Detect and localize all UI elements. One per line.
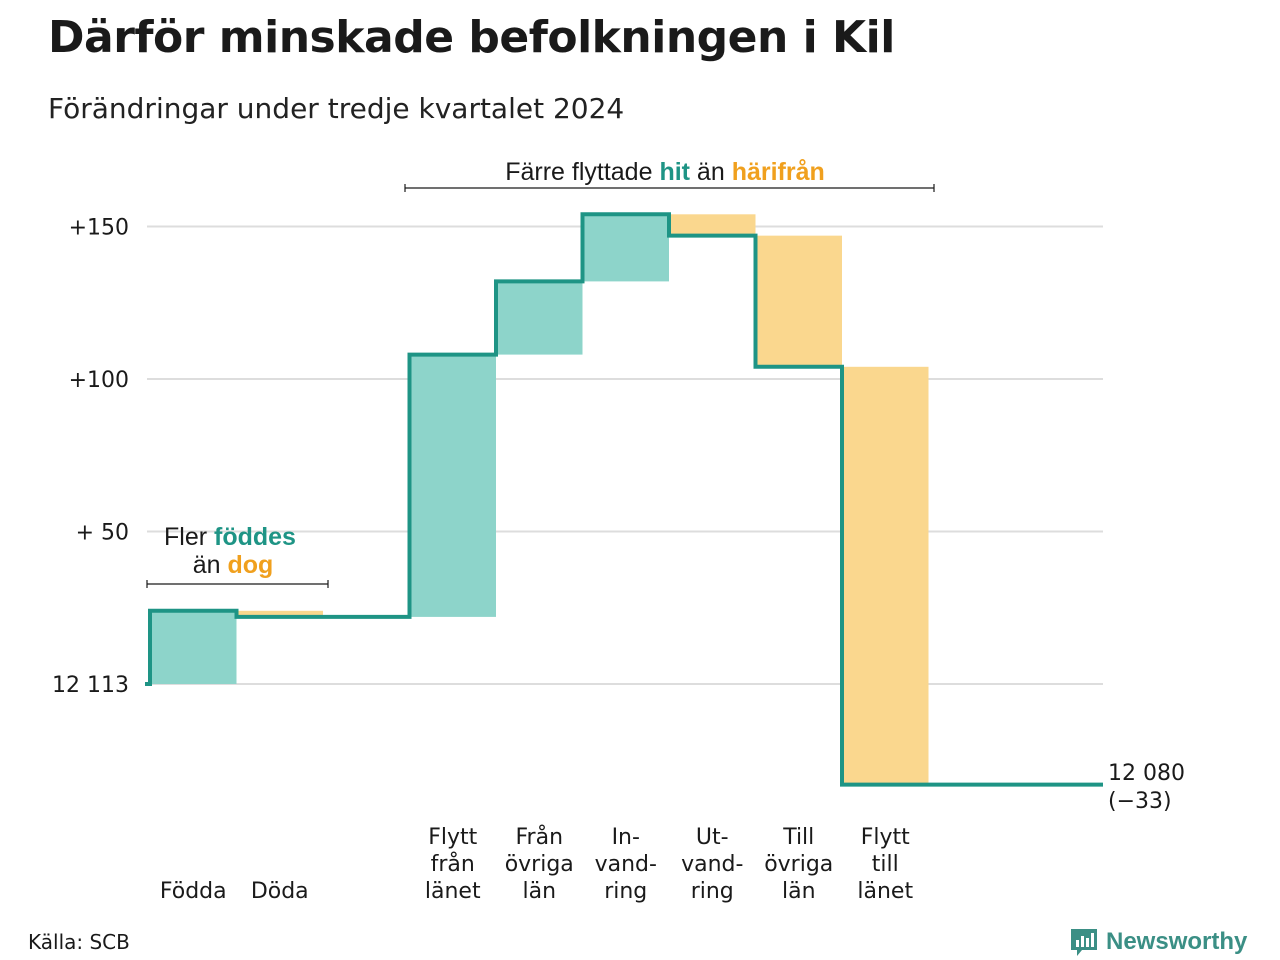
category-label: Ut- bbox=[696, 825, 729, 850]
category-label: länet bbox=[857, 879, 913, 904]
category-label: Flytt bbox=[428, 825, 477, 850]
cumulative-step-line bbox=[145, 212, 1103, 787]
category-label: länet bbox=[425, 879, 481, 904]
step-line bbox=[145, 212, 1103, 787]
waterfall-bar bbox=[236, 610, 323, 617]
waterfall-bar bbox=[409, 354, 496, 617]
waterfall-bar bbox=[496, 281, 583, 355]
category-label: vand- bbox=[595, 852, 657, 877]
waterfall-bar bbox=[755, 235, 842, 367]
y-tick-label: +100 bbox=[69, 368, 129, 393]
category-label: från bbox=[431, 851, 475, 877]
births-ann-prefix: Fler bbox=[164, 523, 214, 551]
category-label: Från bbox=[515, 824, 563, 850]
category-label: län bbox=[522, 879, 556, 904]
waterfall-bar bbox=[842, 366, 929, 785]
waterfall-bar bbox=[150, 610, 237, 684]
brand-name: Newsworthy bbox=[1106, 928, 1248, 955]
births-annotation-line1: Fler föddes bbox=[164, 523, 296, 551]
newsworthy-icon bbox=[1071, 929, 1097, 956]
migration-ann-highlight2: härifrån bbox=[732, 158, 825, 186]
y-tick-label: 12 113 bbox=[52, 673, 129, 698]
migration-ann-prefix: Färre flyttade bbox=[505, 158, 659, 186]
end-value-label: 12 080 bbox=[1108, 761, 1185, 786]
deaths-ann-prefix: än bbox=[193, 551, 228, 579]
y-tick-label: +150 bbox=[69, 216, 129, 241]
y-axis: +150 +100 + 50 12 113 bbox=[52, 216, 129, 699]
category-label: ring bbox=[604, 879, 647, 904]
bars bbox=[150, 214, 929, 785]
category-label: Flytt bbox=[861, 825, 910, 850]
category-label: Döda bbox=[251, 879, 309, 904]
births-annotation-line2: än dog bbox=[193, 551, 274, 579]
waterfall-bar bbox=[669, 214, 756, 236]
migration-annotation: Färre flyttade hit än härifrån bbox=[505, 158, 825, 186]
category-label: till bbox=[872, 852, 899, 877]
waterfall-bar bbox=[582, 214, 669, 282]
category-label: In- bbox=[612, 825, 640, 850]
migration-ann-middle: än bbox=[690, 158, 732, 186]
category-label: ring bbox=[691, 879, 734, 904]
end-labels: 12 080 (−33) bbox=[1108, 761, 1185, 814]
category-label: övriga bbox=[764, 852, 833, 877]
category-label: vand- bbox=[681, 852, 743, 877]
brand-logo: Newsworthy bbox=[1068, 926, 1247, 958]
births-ann-highlight: föddes bbox=[214, 523, 296, 551]
chart-subtitle: Förändringar under tredje kvartalet 2024 bbox=[48, 92, 625, 125]
chart-title: Därför minskade befolkningen i Kil bbox=[48, 12, 895, 63]
source-note: Källa: SCB bbox=[28, 930, 130, 954]
category-label: Till bbox=[782, 825, 814, 850]
deaths-ann-highlight: dog bbox=[227, 551, 273, 579]
x-axis-categories: Födda DödaFlyttfrånlänetFrånövrigalänIn-v… bbox=[160, 824, 914, 904]
category-label: övriga bbox=[505, 852, 574, 877]
category-label: län bbox=[782, 879, 816, 904]
category-label: Födda bbox=[160, 879, 227, 904]
annotations: Fler föddes än dog Färre flyttade hit än… bbox=[146, 158, 935, 588]
migration-ann-highlight1: hit bbox=[659, 158, 690, 186]
end-change-label: (−33) bbox=[1108, 789, 1172, 814]
y-tick-label: + 50 bbox=[76, 521, 129, 546]
